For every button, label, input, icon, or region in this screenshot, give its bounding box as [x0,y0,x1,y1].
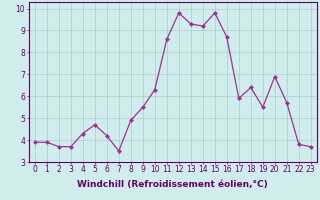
X-axis label: Windchill (Refroidissement éolien,°C): Windchill (Refroidissement éolien,°C) [77,180,268,189]
